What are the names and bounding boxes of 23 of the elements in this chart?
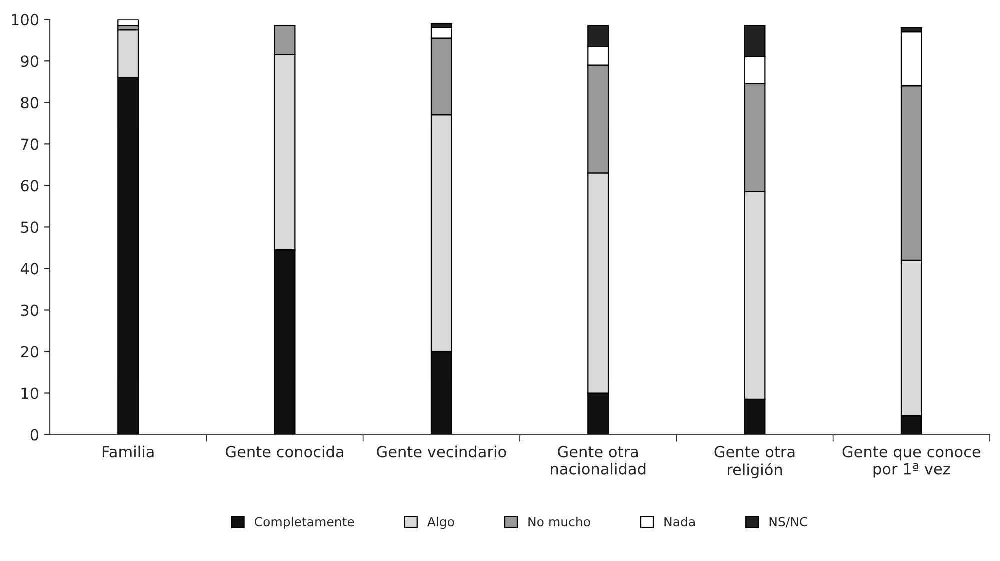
y-tick-label: 30 [21, 304, 39, 316]
y-tick-label: 90 [21, 56, 39, 68]
legend-label: NS/NC [770, 517, 808, 528]
x-tick-label: Familia [102, 446, 154, 458]
y-tick-label: 40 [20, 263, 39, 275]
legend-label: Nada [664, 516, 695, 527]
y-tick-label: 100 [12, 14, 39, 26]
y-tick-label: 20 [21, 346, 39, 358]
y-tick-label: 60 [21, 180, 39, 192]
x-tick-label: Gente conocida [226, 446, 344, 458]
legend-label: Completamente [255, 516, 354, 530]
x-tick-label: Gente que conoce por 1ª vez [842, 446, 981, 478]
x-tick-label: Gente otra religión [714, 446, 795, 479]
y-tick-label: 10 [22, 388, 39, 400]
x-tick-label: Gente otra nacionalidad [551, 446, 646, 475]
legend-label: Algo [427, 516, 454, 530]
y-tick-label: 70 [21, 138, 39, 150]
y-tick-label: 80 [21, 97, 39, 109]
y-tick-label: 0 [30, 429, 39, 441]
x-tick-label: Gente vecindario [377, 446, 506, 458]
legend-label: No mucho [528, 516, 590, 527]
y-tick-label: 50 [21, 222, 39, 234]
bar [118, 20, 140, 26]
